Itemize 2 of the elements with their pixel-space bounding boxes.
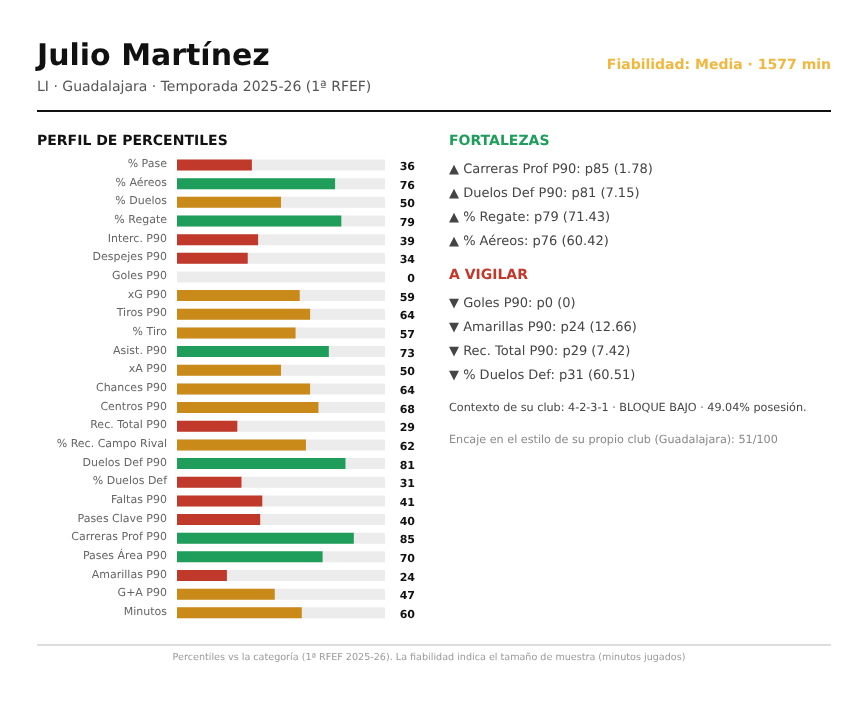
chart-title: Julio Martínez	[35, 37, 271, 73]
bar	[177, 570, 227, 582]
